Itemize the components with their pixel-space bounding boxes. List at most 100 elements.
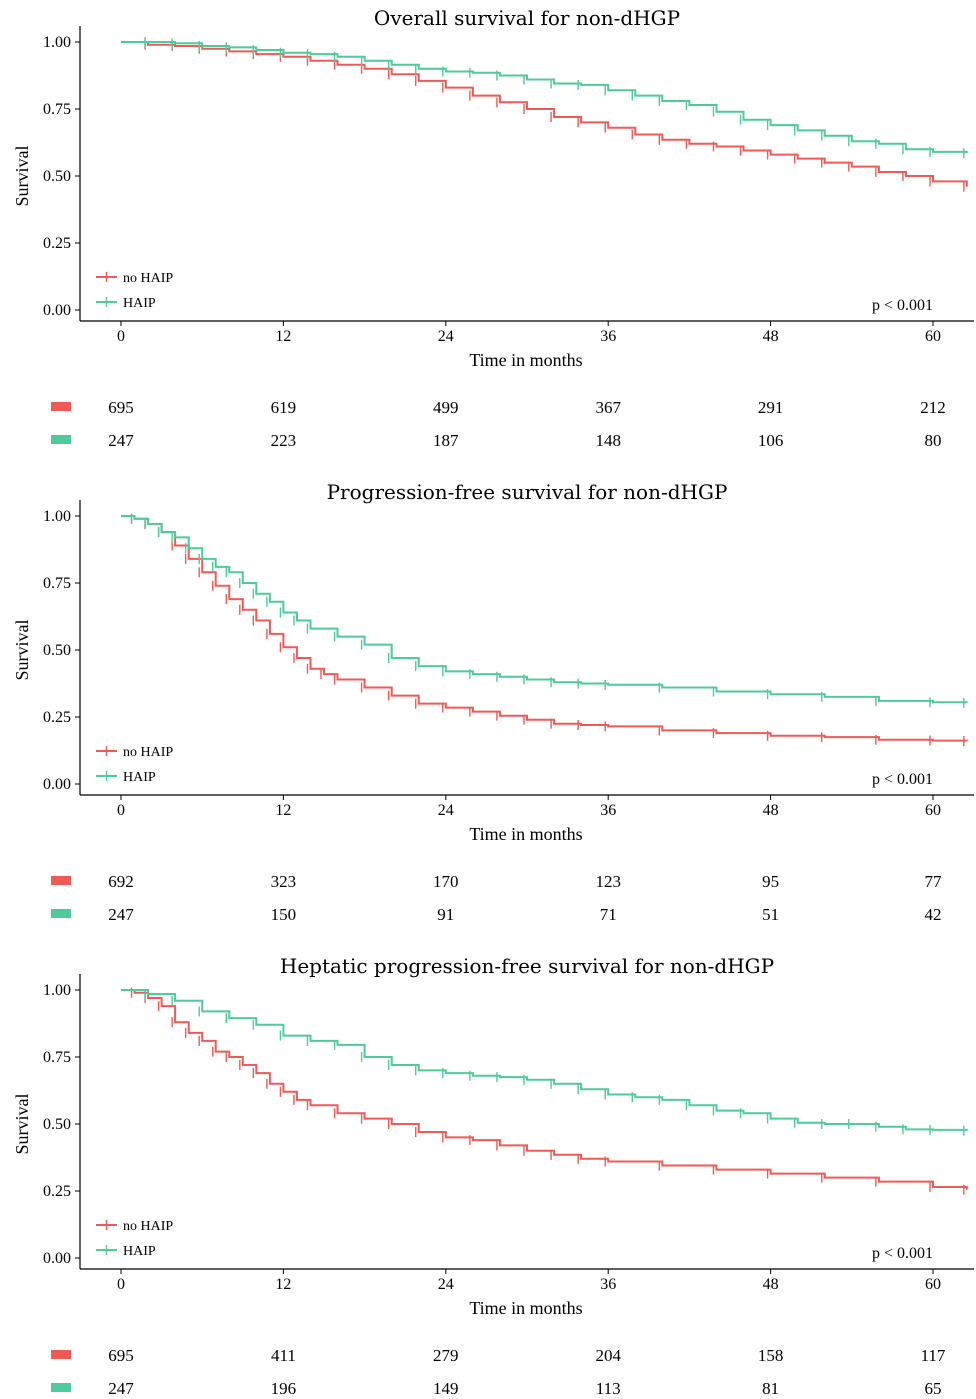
risk-table-count: 117 [921,1346,946,1365]
risk-table-count: 323 [271,872,297,891]
chart-title: Heptatic progression-free survival for n… [280,954,774,978]
risk-table-count: 499 [433,398,459,417]
y-tick-label: 1.00 [43,508,71,525]
risk-table-key [51,909,71,918]
chart-title: Progression-free survival for non-dHGP [327,480,728,504]
risk-table-count: 170 [433,872,459,891]
legend-label: no HAIP [123,1219,173,1234]
hepatic-progression-free-survival-panel: Heptatic progression-free survival for n… [12,954,974,1398]
risk-table-count: 367 [595,398,621,417]
risk-table-count: 619 [271,398,297,417]
x-tick-label: 12 [275,802,291,819]
progression-free-survival-panel: Progression-free survival for non-dHGP 0.… [12,480,974,924]
risk-table-key [51,1383,71,1392]
x-tick-label: 12 [275,1276,291,1293]
risk-table-key [51,402,71,411]
x-tick-label: 0 [117,1276,125,1293]
x-tick-label: 48 [763,328,779,345]
risk-table-count: 51 [762,905,779,924]
x-axis-label: Time in months [469,1298,582,1318]
risk-table-count: 223 [271,431,297,450]
risk-table-count: 77 [925,872,943,891]
y-tick-label: 0.50 [43,642,71,659]
risk-table-count: 247 [108,431,134,450]
risk-table-count: 279 [433,1346,459,1365]
risk-table-count: 80 [925,431,942,450]
x-tick-label: 48 [763,1276,779,1293]
no-haip-curve [121,41,968,187]
y-tick-label: 1.00 [43,34,71,51]
y-tick-label: 0.25 [43,235,71,252]
risk-table-count: 695 [108,1346,134,1365]
x-tick-label: 36 [600,328,616,345]
risk-table-count: 71 [600,905,617,924]
x-tick-label: 36 [600,1276,616,1293]
y-tick-label: 0.75 [43,1049,71,1066]
chart-title: Overall survival for non-dHGP [374,6,680,30]
risk-table-count: 123 [595,872,621,891]
x-tick-label: 0 [117,328,125,345]
risk-table-count: 42 [925,905,942,924]
risk-table-count: 81 [762,1379,779,1398]
legend-label: HAIP [123,1244,156,1259]
risk-table-count: 91 [437,905,454,924]
y-tick-label: 1.00 [43,982,71,999]
overall-survival-panel: Overall survival for non-dHGP 0.00 0.25 0.5… [12,6,974,450]
y-tick-label: 0.50 [43,1116,71,1133]
y-tick-label: 0.75 [43,575,71,592]
risk-table-count: 204 [595,1346,621,1365]
risk-table-count: 692 [108,872,134,891]
risk-table-count: 95 [762,872,779,891]
y-tick-label: 0.50 [43,168,71,185]
risk-table-count: 695 [108,398,134,417]
risk-table-count: 291 [758,398,784,417]
risk-table-count: 247 [108,1379,134,1398]
x-tick-label: 12 [275,328,291,345]
x-tick-label: 24 [438,802,454,819]
risk-table-count: 212 [920,398,946,417]
risk-table-count: 247 [108,905,134,924]
legend-label: no HAIP [123,271,173,286]
legend-label: HAIP [123,296,156,311]
x-axis-label: Time in months [469,824,582,844]
y-tick-label: 0.75 [43,101,71,118]
haip-curve [121,989,968,1131]
y-tick-label: 0.00 [43,1250,71,1267]
no-haip-curve [121,515,968,742]
no-haip-curve [121,989,968,1190]
p-value-label: p < 0.001 [872,771,933,788]
x-tick-label: 36 [600,802,616,819]
risk-table-count: 158 [758,1346,784,1365]
risk-table-key [51,876,71,885]
risk-table-key [51,435,71,444]
risk-table-count: 411 [271,1346,296,1365]
risk-table-key [51,1350,71,1359]
risk-table-count: 149 [433,1379,459,1398]
x-tick-label: 24 [438,1276,454,1293]
x-tick-label: 0 [117,802,125,819]
x-tick-label: 60 [925,1276,941,1293]
risk-table-count: 65 [925,1379,942,1398]
x-tick-label: 60 [925,328,941,345]
y-axis-label: Survival [12,1094,32,1155]
risk-table-count: 196 [271,1379,297,1398]
haip-curve [121,41,968,154]
x-tick-label: 60 [925,802,941,819]
risk-table-count: 113 [596,1379,621,1398]
legend-label: no HAIP [123,745,173,760]
y-tick-label: 0.00 [43,302,71,319]
y-axis-label: Survival [12,146,32,207]
y-tick-label: 0.25 [43,709,71,726]
y-tick-label: 0.00 [43,776,71,793]
legend-label: HAIP [123,770,156,785]
x-tick-label: 48 [763,802,779,819]
risk-table-count: 106 [758,431,784,450]
p-value-label: p < 0.001 [872,1245,933,1262]
p-value-label: p < 0.001 [872,297,933,314]
risk-table-count: 187 [433,431,459,450]
risk-table-count: 150 [271,905,297,924]
y-axis-label: Survival [12,620,32,681]
x-axis-label: Time in months [469,350,582,370]
y-tick-label: 0.25 [43,1183,71,1200]
